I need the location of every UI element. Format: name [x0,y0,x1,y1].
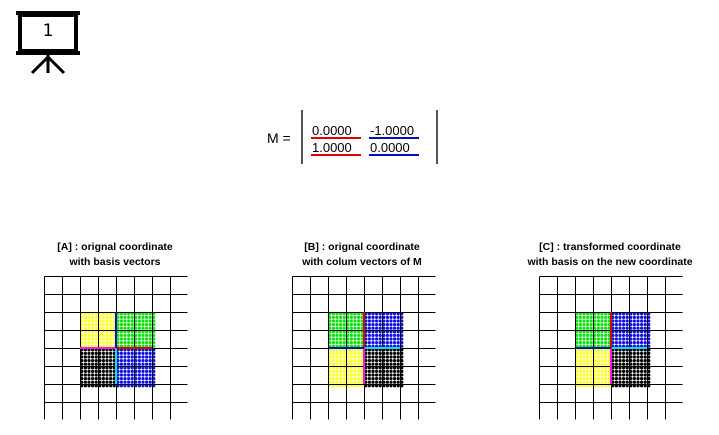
quadrant-top-right [364,312,404,352]
panel-a-grid [44,276,188,420]
panel-b-title: [B] : orignal coordinate with colum vect… [262,240,462,270]
quadrant-bottom-left [575,348,615,388]
presentation-board-icon-graphic [16,11,80,75]
matrix-left-bracket [301,110,303,164]
matrix-cell-r2c1: 1.0000 [312,140,352,155]
quadrant-top-right [611,312,651,352]
matrix-col1-underline-2 [311,154,361,156]
quadrant-bottom-left [328,348,368,388]
quadrant-bottom-right [116,348,156,388]
panel-a-title-line2: with basis vectors [69,256,161,268]
quadrant-top-left [328,312,368,352]
matrix-label: M = [267,130,291,146]
panel-a-title-line1: [A] : orignal coordinate [57,241,173,253]
quadrant-top-left [575,312,615,352]
panel-b-title-line2: with colum vectors of M [302,256,422,268]
panel-c-title-line2: with basis on the new coordinate [527,256,693,268]
matrix-cell-r2c2: 0.0000 [370,140,410,155]
slide-number: 1 [42,21,54,41]
quadrant-bottom-left [80,348,120,388]
quadrant-top-left [80,312,120,352]
quadrant-bottom-right [611,348,651,388]
quadrant-top-right [116,312,156,352]
panel-a-title: [A] : orignal coordinate with basis vect… [15,240,215,270]
matrix-right-bracket [436,110,438,164]
panel-b-grid [292,276,436,420]
presentation-board-icon[interactable]: 1 [14,7,86,75]
matrix-cell-r1c2: -1.0000 [370,123,415,138]
quadrant-bottom-right [364,348,404,388]
panel-c-grid [539,276,683,420]
panel-c-title-line1: [C] : transformed coordinate [539,241,681,253]
matrix-col2-underline-2 [369,154,419,156]
matrix-col2-underline [369,137,419,139]
matrix-cell-r1c1: 0.0000 [312,123,352,138]
panel-b-title-line1: [B] : orignal coordinate [304,241,420,253]
panel-c-title: [C] : transformed coordinate with basis … [510,240,710,270]
matrix-col1-underline [311,137,361,139]
